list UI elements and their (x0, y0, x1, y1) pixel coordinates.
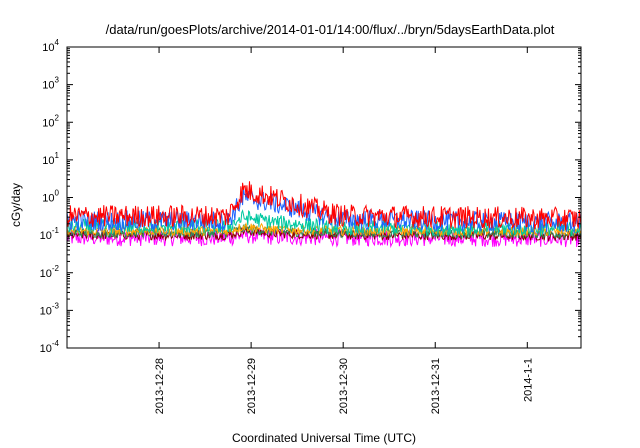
x-axis-label: Coordinated Universal Time (UTC) (232, 431, 416, 445)
axes-layer: 10-4 10-3 10-2 10-1 100 101 102 103 104 2013-12-2… (40, 38, 581, 414)
series-line-7 (66, 181, 582, 230)
x-tick-label-1: 2013-12-29 (246, 358, 258, 414)
y-tick-label-7: 103 (42, 76, 59, 92)
y-tick-label-4: 100 (42, 189, 59, 205)
y-tick-label-5: 101 (42, 151, 59, 167)
x-tick-label-4: 2014-1-1 (522, 358, 534, 402)
plot-frame (66, 46, 582, 349)
x-tick-label-2: 2013-12-30 (338, 358, 350, 414)
y-tick-label-8: 104 (42, 38, 59, 54)
y-axis-label: cGy/day (9, 183, 23, 227)
y-tick-label-2: 10-2 (40, 264, 60, 280)
y-tick-label-6: 102 (42, 113, 59, 129)
chart-title: /data/run/goesPlots/archive/2014-01-01/1… (106, 22, 555, 37)
y-tick-label-0: 10-4 (40, 339, 60, 355)
series-layer (66, 181, 582, 249)
y-tick-label-3: 10-1 (40, 226, 60, 242)
y-tick-label-1: 10-3 (40, 301, 60, 317)
series-line-6 (66, 187, 582, 234)
x-tick-label-3: 2013-12-31 (430, 358, 442, 414)
x-tick-label-0: 2013-12-28 (154, 358, 166, 414)
